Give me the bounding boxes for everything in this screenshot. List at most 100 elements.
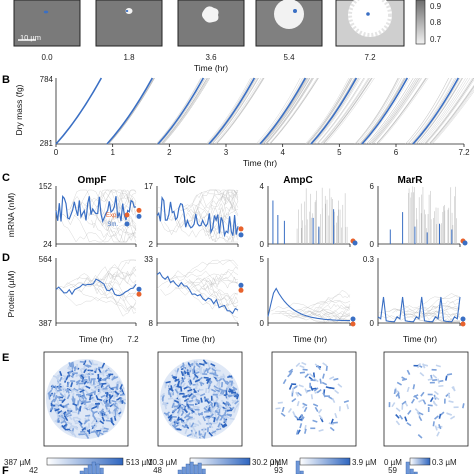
mass-trace — [106, 77, 153, 145]
cell — [205, 367, 209, 374]
cell — [116, 396, 122, 402]
cell — [78, 374, 83, 380]
cell — [288, 384, 293, 390]
cell — [61, 415, 66, 421]
cell — [419, 372, 425, 377]
cell — [85, 426, 88, 432]
protein-trace — [87, 272, 137, 291]
cell — [302, 368, 308, 371]
time-label: 7.2 — [364, 53, 376, 62]
protein-trace — [310, 293, 351, 314]
protein-trace — [156, 259, 239, 289]
cell-blob-marker — [125, 10, 129, 12]
cell — [110, 375, 114, 381]
hist-bar — [193, 464, 198, 474]
cell — [212, 405, 217, 410]
cell — [198, 362, 205, 366]
cell — [100, 394, 106, 399]
cell — [191, 394, 196, 400]
mass-curve — [55, 77, 103, 145]
cell — [299, 365, 305, 369]
cell — [72, 411, 78, 414]
mass-trace — [266, 77, 315, 145]
mass-trace — [321, 77, 371, 145]
mass-trace — [258, 77, 305, 145]
cell — [436, 431, 440, 437]
cell — [90, 404, 96, 407]
cell — [296, 429, 301, 435]
cell — [209, 413, 214, 418]
cell — [391, 402, 396, 408]
cell — [206, 404, 210, 410]
cell — [56, 389, 62, 393]
cell — [99, 408, 105, 414]
gene-title: TolC — [174, 175, 195, 186]
sim-marker — [462, 240, 468, 246]
protein-trace — [424, 310, 461, 321]
panel-e: E 387 µM 513 µM 10.3 µM 30.2 µM 0 µM 3.9… — [2, 351, 469, 467]
cell — [57, 382, 62, 389]
cell — [72, 417, 77, 423]
cell — [418, 411, 424, 416]
cell — [64, 416, 69, 422]
cell — [102, 425, 105, 431]
cell — [462, 403, 465, 409]
cell — [83, 372, 89, 377]
mass-trace — [313, 77, 361, 145]
cell — [178, 392, 184, 395]
cell — [182, 422, 188, 425]
panel-c-plots — [55, 186, 468, 247]
panel-a-time-labels: 0.0 1.8 3.6 5.4 7.2 — [41, 53, 376, 62]
hist-bar — [409, 468, 414, 474]
protein-sim-line — [55, 278, 137, 296]
cell — [316, 365, 321, 371]
mass-trace — [55, 77, 102, 145]
cell — [60, 420, 66, 424]
y-tick-max: 152 — [39, 182, 53, 191]
cell — [187, 375, 192, 381]
cell — [417, 434, 423, 439]
cell — [432, 400, 437, 406]
cell — [176, 391, 180, 397]
cell — [427, 393, 433, 396]
colony-blob — [274, 0, 304, 29]
microscopy-frame-4 — [255, 0, 323, 47]
y-tick-min: 0 — [370, 240, 375, 249]
cell — [97, 377, 102, 383]
cell — [346, 404, 350, 410]
cell — [215, 415, 220, 422]
cell — [52, 392, 56, 398]
cell — [292, 411, 296, 417]
colony-blob — [348, 0, 392, 37]
cell — [72, 425, 78, 429]
cell — [322, 392, 326, 398]
cell — [161, 401, 168, 406]
cell — [302, 402, 308, 407]
cell — [86, 405, 92, 409]
cell — [85, 414, 91, 417]
cell — [203, 410, 210, 413]
mass-trace — [255, 77, 301, 145]
cell — [313, 378, 319, 383]
protein-trace — [293, 298, 351, 311]
cell — [79, 396, 84, 402]
cell — [105, 419, 111, 422]
hist-bar — [197, 462, 202, 474]
protein-trace — [267, 302, 351, 317]
cell — [92, 363, 98, 366]
cell — [435, 364, 441, 368]
mass-trace — [162, 77, 211, 145]
cell — [227, 385, 232, 390]
cell — [93, 387, 99, 392]
cell — [76, 393, 82, 396]
mass-curve — [157, 77, 205, 145]
cell — [447, 393, 451, 399]
panel-d-xlabel: Time (hr) — [181, 334, 215, 344]
mass-trace — [357, 77, 402, 145]
cell — [57, 410, 63, 415]
cell — [85, 393, 92, 396]
cell — [208, 423, 214, 429]
cell — [291, 398, 297, 403]
cell — [443, 398, 446, 404]
cell — [211, 430, 217, 434]
